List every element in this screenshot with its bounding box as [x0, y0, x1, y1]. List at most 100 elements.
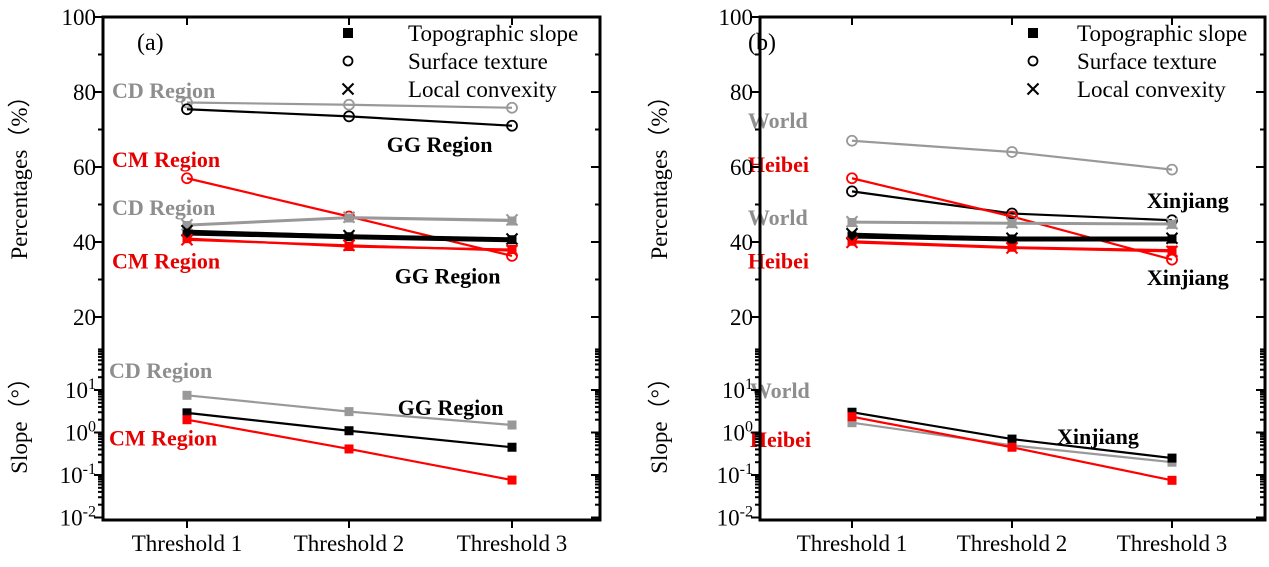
legend-square-icon	[343, 28, 353, 38]
data-point-marker	[181, 172, 193, 185]
legend-x-icon	[341, 82, 355, 96]
region-label-cm-region: CM Region	[112, 147, 220, 172]
percent-tick-label: 20	[730, 305, 753, 330]
series-world-local-convexity	[845, 215, 1179, 230]
x-tick-label: Threshold 3	[457, 531, 568, 556]
percent-tick-label: 40	[73, 230, 96, 255]
legend-label: Surface texture	[408, 49, 548, 74]
data-point-marker	[344, 444, 354, 454]
data-point-marker	[344, 407, 354, 417]
data-point-marker	[847, 418, 857, 428]
slope-tick-label: 100	[65, 419, 96, 446]
data-point-marker	[1007, 434, 1017, 444]
data-point-marker	[506, 119, 518, 132]
data-point-marker	[343, 98, 355, 111]
legend-label: Topographic slope	[408, 21, 578, 46]
percent-tick-label: 100	[62, 5, 97, 30]
series-cd-region-surface-texture	[181, 96, 518, 114]
data-point-marker	[180, 233, 194, 246]
legend-label: Local convexity	[1077, 77, 1226, 102]
data-point-marker	[1166, 163, 1178, 176]
slope-tick-label: 10-1	[60, 461, 96, 488]
data-point-marker	[846, 134, 858, 147]
axis-ticks	[94, 16, 600, 528]
data-point-marker	[182, 415, 192, 425]
panel-a-chart: CD Region CM Region GG Region CD Region CM R…	[7, 5, 602, 556]
region-label-cm-region: CM Region	[109, 425, 217, 450]
percent-tick-label: 80	[73, 80, 96, 105]
legend-square-icon	[1028, 28, 1038, 38]
data-point-marker	[845, 215, 859, 228]
legend-x-icon	[1026, 82, 1040, 96]
data-point-marker	[846, 185, 858, 198]
legend-circle-icon	[1027, 55, 1039, 67]
legend: Topographic slope Surface texture Local co…	[1026, 21, 1247, 102]
data-point-marker	[1167, 453, 1177, 463]
slope-tick-label: 10-2	[60, 504, 96, 531]
region-label-gg-region: GG Region	[387, 132, 493, 157]
series-world-surface-texture	[846, 134, 1178, 176]
data-point-marker	[180, 224, 194, 237]
slope-tick-label: 10-1	[717, 461, 753, 488]
data-point-marker	[847, 231, 857, 241]
slope-tick-label: 10-2	[717, 504, 753, 531]
data-point-marker	[847, 412, 857, 422]
percent-tick-label: 40	[730, 230, 753, 255]
region-label-cd-region: CD Region	[109, 358, 212, 383]
data-point-marker	[505, 232, 519, 246]
legend-label: Surface texture	[1077, 49, 1217, 74]
panel-letter: (a)	[137, 30, 164, 56]
region-label-xinjiang: Xinjiang	[1147, 188, 1229, 213]
data-point-marker	[845, 236, 859, 249]
data-point-marker	[342, 239, 356, 252]
x-tick-label: Threshold 1	[797, 531, 908, 556]
data-point-marker	[181, 103, 193, 116]
legend-label: Local convexity	[408, 77, 557, 102]
slope-axis-title: Slope（°）	[7, 366, 32, 474]
data-point-marker	[505, 244, 519, 257]
region-label-heibei: Heibei	[748, 248, 809, 273]
data-point-marker	[343, 110, 355, 123]
data-point-marker	[1005, 241, 1019, 255]
data-point-marker	[182, 390, 192, 400]
data-point-marker	[505, 213, 519, 227]
legend-label: Topographic slope	[1077, 21, 1247, 46]
data-point-marker	[181, 96, 193, 109]
percent-axis-title: Percentages（%）	[7, 85, 32, 260]
percent-axis-title: Percentages（%）	[647, 85, 672, 260]
region-label-world: World	[748, 205, 808, 230]
percent-tick-label: 20	[73, 305, 96, 330]
series-heibei-slope	[847, 412, 1177, 485]
slope-tick-label: 101	[65, 376, 96, 403]
region-label-gg-region: GG Region	[398, 395, 504, 420]
data-point-marker	[1165, 245, 1179, 258]
region-label-gg-region: GG Region	[395, 263, 501, 288]
data-point-marker	[507, 475, 517, 485]
x-tick-label: Threshold 2	[957, 531, 1068, 556]
slope-tick-label: 101	[722, 376, 753, 403]
series-gg-region-local-convexity	[180, 224, 519, 246]
data-point-marker	[1165, 217, 1179, 230]
data-point-marker	[342, 211, 356, 224]
series-heibei-surface-texture	[846, 172, 1178, 266]
series-cm-region-slope	[182, 415, 517, 485]
data-point-marker	[182, 408, 192, 418]
legend-circle-icon	[342, 55, 354, 67]
data-point-marker	[344, 426, 354, 436]
data-point-marker	[507, 420, 517, 430]
region-label-cm-region: CM Region	[112, 248, 220, 273]
percent-tick-label: 100	[719, 5, 754, 30]
panel-letter: (b)	[748, 30, 776, 56]
data-point-marker	[507, 442, 517, 452]
region-label-xinjiang: Xinjiang	[1147, 265, 1229, 290]
data-point-marker	[1005, 232, 1019, 245]
data-point-marker	[1167, 475, 1177, 485]
data-point-marker	[1007, 442, 1017, 452]
panel-b-chart: WorldHeibeiXinjiangWorldHeibeiXinjiangWo…	[647, 5, 1267, 556]
slope-axis-title: Slope（°）	[647, 366, 672, 474]
region-label-heibei: Heibei	[748, 152, 809, 177]
series-gg-region-surface-texture	[181, 103, 518, 132]
data-point-marker	[847, 407, 857, 417]
plot-frame	[101, 15, 602, 522]
